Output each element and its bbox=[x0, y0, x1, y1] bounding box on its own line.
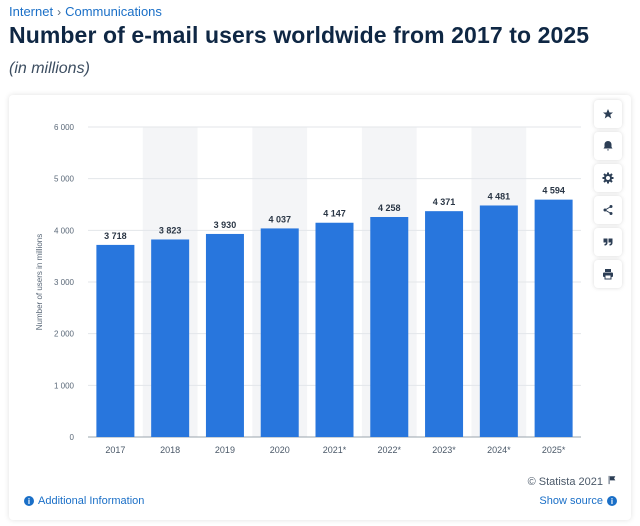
bar-2021* bbox=[315, 222, 354, 437]
bar-chart: 0 1 000 2 000 3 000 4 000 5 000 6 000 Number of… bbox=[35, 123, 581, 455]
breadcrumb: Internet › Communications bbox=[9, 4, 162, 19]
info-icon: i bbox=[607, 496, 617, 506]
value-label: 3 930 bbox=[214, 220, 237, 230]
bar-2023* bbox=[425, 211, 464, 437]
breadcrumb-communications[interactable]: Communications bbox=[65, 4, 162, 19]
additional-information-label: Additional Information bbox=[38, 495, 145, 507]
y-tick-label: 4 000 bbox=[54, 226, 75, 235]
x-tick-label: 2019 bbox=[215, 445, 235, 455]
show-source-link[interactable]: Show source i bbox=[539, 495, 617, 507]
value-label: 4 147 bbox=[323, 209, 346, 219]
y-tick-label: 3 000 bbox=[54, 278, 75, 287]
bar-2018 bbox=[151, 239, 190, 437]
bar-2020 bbox=[260, 228, 299, 437]
x-tick-label: 2020 bbox=[270, 445, 290, 455]
bell-icon[interactable] bbox=[594, 132, 622, 160]
x-tick-label: 2021* bbox=[323, 445, 347, 455]
info-icon: i bbox=[24, 496, 34, 506]
value-label: 3 823 bbox=[159, 225, 182, 235]
x-tick-label: 2017 bbox=[105, 445, 125, 455]
y-tick-label: 0 bbox=[70, 433, 75, 442]
value-label: 4 594 bbox=[542, 186, 565, 196]
star-icon[interactable] bbox=[594, 100, 622, 128]
y-tick-label: 5 000 bbox=[54, 175, 75, 184]
copyright-text: © Statista 2021 bbox=[527, 475, 603, 488]
y-tick-label: 1 000 bbox=[54, 381, 75, 390]
x-tick-label: 2024* bbox=[487, 445, 511, 455]
y-axis-title: Number of users in millions bbox=[35, 234, 44, 330]
chart-toolbar bbox=[594, 100, 622, 288]
x-tick-label: 2025* bbox=[542, 445, 566, 455]
additional-information-link[interactable]: i Additional Information bbox=[24, 495, 144, 507]
x-tick-label: 2018 bbox=[160, 445, 180, 455]
breadcrumb-internet[interactable]: Internet bbox=[9, 4, 54, 19]
quote-icon[interactable] bbox=[594, 228, 622, 256]
bar-2025* bbox=[534, 199, 573, 437]
page-title: Number of e-mail users worldwide from 20… bbox=[9, 22, 590, 48]
x-tick-label: 2023* bbox=[432, 445, 456, 455]
show-source-label: Show source bbox=[539, 495, 603, 507]
x-tick-label: 2022* bbox=[378, 445, 402, 455]
share-icon[interactable] bbox=[594, 196, 622, 224]
print-icon[interactable] bbox=[594, 260, 622, 288]
gear-icon[interactable] bbox=[594, 164, 622, 192]
copyright: © Statista 2021 bbox=[528, 475, 617, 488]
value-label: 4 481 bbox=[488, 191, 511, 201]
bar-2017 bbox=[96, 244, 135, 437]
bar-2019 bbox=[205, 233, 244, 437]
bar-2022* bbox=[370, 217, 409, 437]
bar-2024* bbox=[479, 205, 518, 437]
y-tick-label: 2 000 bbox=[54, 330, 75, 339]
chart-card: 0 1 000 2 000 3 000 4 000 5 000 6 000 Number of… bbox=[9, 95, 631, 520]
flag-icon bbox=[607, 475, 617, 488]
breadcrumb-separator: › bbox=[57, 4, 62, 19]
value-label: 4 258 bbox=[378, 203, 401, 213]
y-tick-label: 6 000 bbox=[54, 123, 75, 132]
value-label: 4 371 bbox=[433, 197, 456, 207]
page-subtitle: (in millions) bbox=[9, 60, 90, 77]
value-label: 3 718 bbox=[104, 231, 127, 241]
value-label: 4 037 bbox=[268, 214, 291, 224]
